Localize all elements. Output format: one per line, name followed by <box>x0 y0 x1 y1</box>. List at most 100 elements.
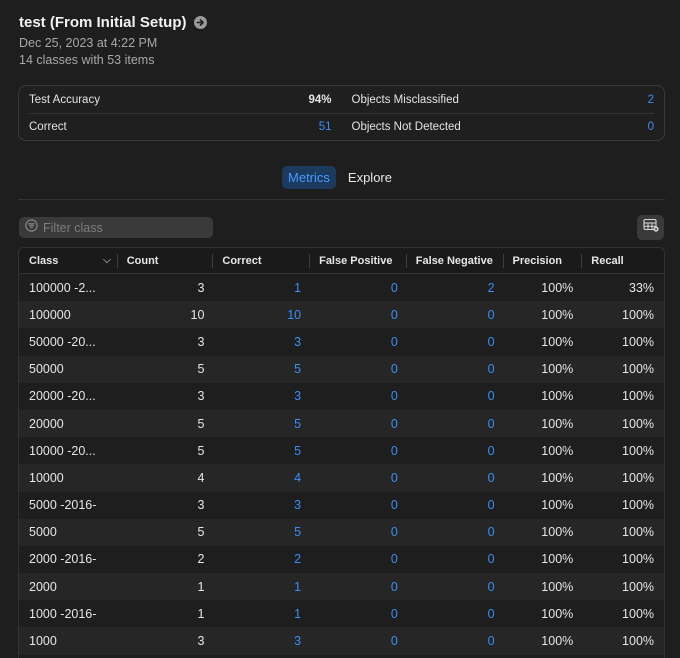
cell-false-positive[interactable]: 0 <box>390 579 398 594</box>
column-header-false-positive[interactable]: False Positive <box>309 248 406 274</box>
cell-false-negative[interactable]: 0 <box>487 443 495 458</box>
column-header-correct[interactable]: Correct <box>212 248 309 274</box>
cell-false-negative[interactable]: 0 <box>487 606 495 621</box>
table-options-button[interactable] <box>637 215 664 240</box>
cell-precision: 100% <box>541 334 574 349</box>
table-row[interactable]: 2000 1 1 0 0 100% 100% <box>19 573 664 601</box>
column-header-count[interactable]: Count <box>116 248 213 274</box>
cell-false-negative[interactable]: 0 <box>487 362 495 377</box>
column-header-recall[interactable]: Recall <box>581 248 664 274</box>
misclassified-value[interactable]: 2 <box>647 93 654 106</box>
cell-false-negative[interactable]: 0 <box>487 470 495 485</box>
cell-recall: 100% <box>622 525 655 540</box>
cell-precision: 100% <box>541 389 574 404</box>
cell-false-positive[interactable]: 0 <box>390 389 398 404</box>
summary-divider <box>29 113 654 114</box>
arrow-right-circle-icon[interactable] <box>193 16 207 29</box>
cell-precision: 100% <box>541 307 574 322</box>
cell-false-positive[interactable]: 0 <box>390 606 398 621</box>
table-row[interactable]: 1000 -2016- 1 1 0 0 100% 100% <box>19 600 664 627</box>
cell-false-negative[interactable]: 2 <box>487 280 495 295</box>
table-row[interactable]: 5000 5 5 0 0 100% 100% <box>19 518 664 546</box>
table-body: 100000 -2... 3 1 0 2 100% 33% 100000 10 10 0 0 100% 1… <box>19 274 664 655</box>
table-header: Class ⌵ Count Correct False Positive Fal… <box>19 248 664 274</box>
cell-false-negative[interactable]: 0 <box>487 416 495 431</box>
cell-false-positive[interactable]: 0 <box>390 307 398 322</box>
cell-count: 3 <box>197 634 205 649</box>
cell-correct[interactable]: 5 <box>294 525 302 540</box>
cell-false-positive[interactable]: 0 <box>390 362 398 377</box>
cell-correct[interactable]: 1 <box>294 579 302 594</box>
cell-correct[interactable]: 3 <box>294 634 302 649</box>
cell-false-negative[interactable]: 0 <box>487 498 495 513</box>
cell-precision: 100% <box>541 280 574 295</box>
cell-correct[interactable]: 5 <box>294 443 302 458</box>
test-accuracy-value: 94% <box>308 93 332 106</box>
cell-precision: 100% <box>541 498 574 513</box>
table-row[interactable]: 100000 10 10 0 0 100% 100% <box>19 301 664 329</box>
cell-count: 3 <box>197 280 205 295</box>
filter-input[interactable] <box>43 220 203 235</box>
cell-false-negative[interactable]: 0 <box>487 389 495 404</box>
cell-correct[interactable]: 1 <box>294 280 302 295</box>
cell-precision: 100% <box>541 443 574 458</box>
cell-precision: 100% <box>541 634 574 649</box>
cell-false-negative[interactable]: 0 <box>487 552 495 567</box>
correct-value[interactable]: 51 <box>318 120 332 133</box>
cell-count: 3 <box>197 498 205 513</box>
cell-correct[interactable]: 3 <box>294 334 302 349</box>
cell-false-positive[interactable]: 0 <box>390 416 398 431</box>
table-row[interactable]: 50000 5 5 0 0 100% 100% <box>19 355 664 383</box>
cell-count: 2 <box>197 552 205 567</box>
not-detected-value[interactable]: 0 <box>647 120 654 133</box>
tab-explore[interactable]: Explore <box>347 170 392 185</box>
cell-false-negative[interactable]: 0 <box>487 579 495 594</box>
cell-false-positive[interactable]: 0 <box>390 525 398 540</box>
table-row[interactable]: 20000 5 5 0 0 100% 100% <box>19 409 664 438</box>
table-row[interactable]: 50000 -20... 3 3 0 0 100% 100% <box>19 328 664 355</box>
cell-recall: 100% <box>622 606 655 621</box>
cell-correct[interactable]: 3 <box>294 498 302 513</box>
cell-class: 20000 -20... <box>29 389 96 404</box>
cell-correct[interactable]: 2 <box>294 552 302 567</box>
table-row[interactable]: 20000 -20... 3 3 0 0 100% 100% <box>19 383 664 410</box>
tab-metrics[interactable]: Metrics <box>282 166 336 189</box>
cell-false-positive[interactable]: 0 <box>390 470 398 485</box>
column-header-class-label: Class <box>29 254 59 267</box>
table-row[interactable]: 5000 -2016- 3 3 0 0 100% 100% <box>19 492 664 519</box>
correct-label: Correct <box>29 120 67 133</box>
cell-false-negative[interactable]: 0 <box>487 634 495 649</box>
cell-class: 2000 <box>29 579 57 594</box>
filter-field[interactable] <box>19 217 213 238</box>
cell-class: 10000 <box>29 470 64 485</box>
cell-false-positive[interactable]: 0 <box>390 334 398 349</box>
cell-correct[interactable]: 5 <box>294 416 302 431</box>
cell-false-positive[interactable]: 0 <box>390 443 398 458</box>
cell-false-negative[interactable]: 0 <box>487 307 495 322</box>
cell-recall: 100% <box>622 443 655 458</box>
column-header-class[interactable]: Class ⌵ <box>19 248 117 274</box>
table-row[interactable]: 1000 3 3 0 0 100% 100% <box>19 627 664 655</box>
column-header-precision[interactable]: Precision <box>502 248 582 274</box>
cell-false-negative[interactable]: 0 <box>487 525 495 540</box>
cell-precision: 100% <box>541 606 574 621</box>
cell-false-positive[interactable]: 0 <box>390 634 398 649</box>
table-row[interactable]: 2000 -2016- 2 2 0 0 100% 100% <box>19 546 664 573</box>
cell-class: 50000 <box>29 362 64 377</box>
cell-correct[interactable]: 4 <box>294 470 302 485</box>
table-row[interactable]: 10000 4 4 0 0 100% 100% <box>19 464 664 492</box>
cell-correct[interactable]: 5 <box>294 362 302 377</box>
cell-class: 1000 -2016- <box>29 606 97 621</box>
cell-false-positive[interactable]: 0 <box>390 552 398 567</box>
cell-correct[interactable]: 3 <box>294 389 302 404</box>
table-row[interactable]: 10000 -20... 5 5 0 0 100% 100% <box>19 437 664 464</box>
cell-correct[interactable]: 1 <box>294 606 302 621</box>
cell-false-negative[interactable]: 0 <box>487 334 495 349</box>
title-row: test (From Initial Setup) <box>19 14 207 31</box>
cell-class: 50000 -20... <box>29 334 96 349</box>
column-header-false-negative[interactable]: False Negative <box>405 248 503 274</box>
table-row[interactable]: 100000 -2... 3 1 0 2 100% 33% <box>19 274 664 301</box>
cell-false-positive[interactable]: 0 <box>390 280 398 295</box>
cell-correct[interactable]: 10 <box>287 307 302 322</box>
cell-false-positive[interactable]: 0 <box>390 498 398 513</box>
